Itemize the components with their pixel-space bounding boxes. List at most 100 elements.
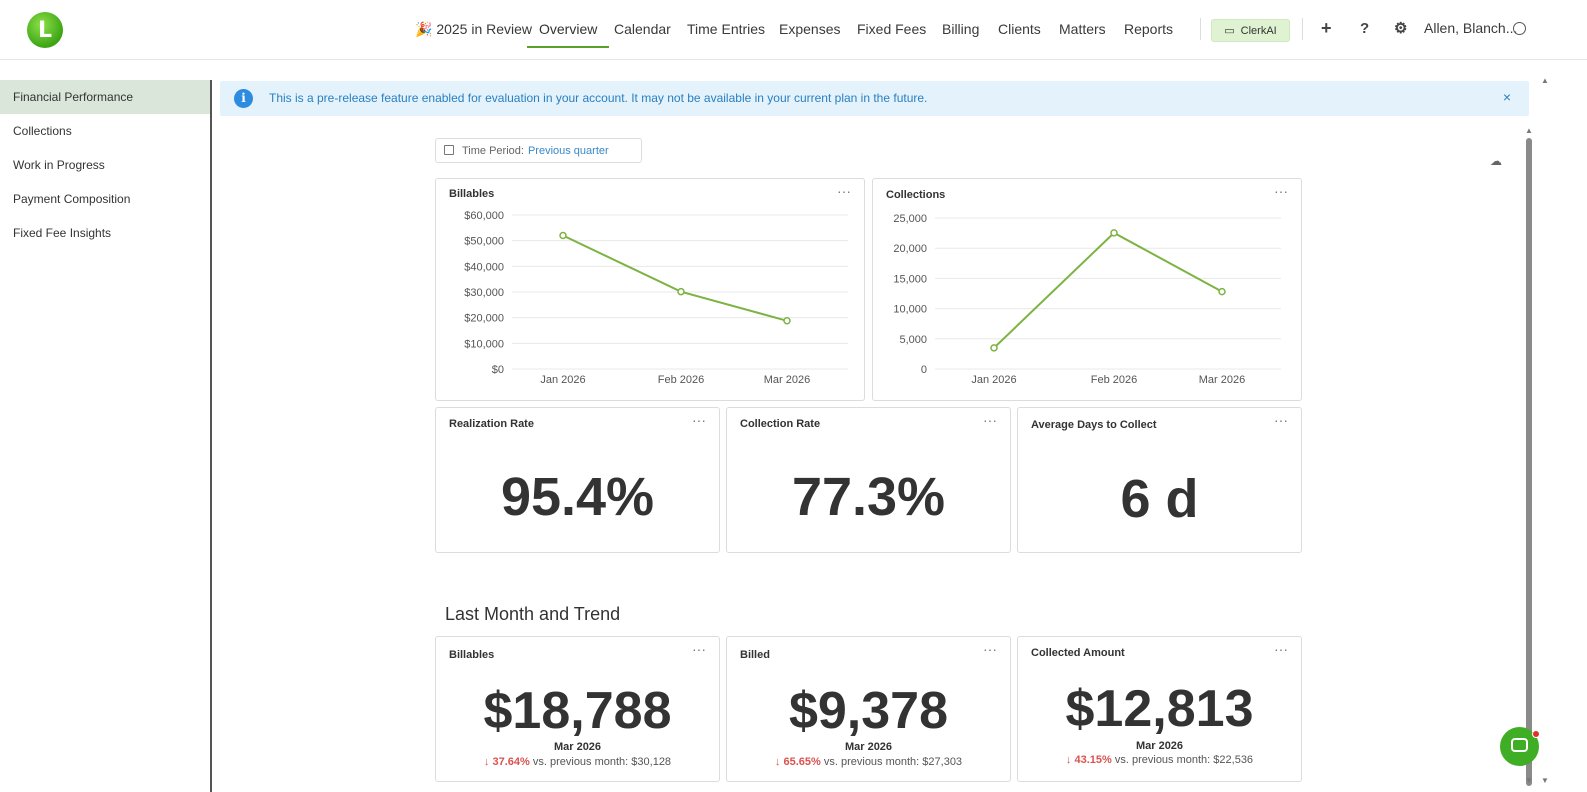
- nav-billing[interactable]: Billing: [942, 21, 980, 37]
- card-title: Collection Rate: [740, 418, 821, 430]
- scroll-down-icon[interactable]: ▼: [1525, 776, 1533, 785]
- more-options-icon[interactable]: ···: [1274, 641, 1288, 657]
- chat-icon: ▭: [1224, 25, 1235, 37]
- data-point[interactable]: [559, 231, 567, 240]
- trend-date: Mar 2026: [844, 741, 893, 753]
- x-tick-label: Feb 2026: [658, 374, 704, 386]
- series-line: [562, 234, 788, 322]
- trend-card-collected: Collected Amount ··· $12,813 Mar 2026 ↓ …: [1017, 636, 1302, 782]
- data-point[interactable]: [783, 317, 791, 325]
- x-tick-label: Feb 2026: [1091, 374, 1137, 386]
- y-tick-label: 25,000: [893, 213, 927, 225]
- scrollbar-thumb[interactable]: [1526, 138, 1532, 786]
- billables-line-chart: $60,000 $50,000 $40,000 $30,000 $20,000 $10,0…: [464, 210, 848, 386]
- sidebar-item-financial-performance[interactable]: Financial Performance: [0, 80, 210, 114]
- arrow-down-icon: ↓: [774, 756, 781, 768]
- nav-clients[interactable]: Clients: [998, 21, 1041, 37]
- card-title: Average Days to Collect: [1031, 419, 1157, 431]
- realization-rate-value: 95.4%: [500, 467, 655, 527]
- scroll-up-icon[interactable]: ▲: [1525, 126, 1533, 135]
- y-tick-label: $20,000: [464, 313, 504, 325]
- more-options-icon[interactable]: ···: [1274, 412, 1288, 428]
- notification-dot: [1532, 730, 1540, 738]
- y-tick-label: 15,000: [893, 273, 927, 285]
- data-point[interactable]: [990, 344, 998, 352]
- nav-calendar[interactable]: Calendar: [614, 21, 671, 37]
- trend-percent: 65.65%: [783, 756, 821, 768]
- sidebar-item-work-in-progress[interactable]: Work in Progress: [13, 158, 105, 172]
- data-point[interactable]: [1218, 287, 1226, 296]
- x-tick-label: Mar 2026: [1199, 374, 1245, 386]
- info-banner: i This is a pre-release feature enabled …: [220, 81, 1529, 116]
- time-period-label: Time Period:: [462, 144, 524, 157]
- average-days-card: Average Days to Collect ··· 6 d: [1017, 407, 1302, 553]
- more-options-icon[interactable]: ···: [837, 183, 851, 199]
- nav-time-entries[interactable]: Time Entries: [687, 21, 766, 37]
- trend-date: Mar 2026: [1135, 740, 1184, 752]
- logo[interactable]: L: [27, 12, 63, 48]
- more-options-icon[interactable]: ···: [692, 412, 706, 428]
- user-avatar-icon[interactable]: [1513, 22, 1526, 35]
- nav-fixed-fees[interactable]: Fixed Fees: [857, 21, 927, 37]
- cloud-download-icon[interactable]: ☁: [1490, 154, 1502, 168]
- y-tick-label: $30,000: [464, 287, 504, 299]
- clerkai-button[interactable]: ▭ ClerkAI: [1211, 19, 1290, 42]
- collections-line-chart: 25,000 20,000 15,000 10,000 5,000 0 Jan 2026 Fe…: [893, 213, 1281, 386]
- x-tick-label: Jan 2026: [971, 374, 1016, 386]
- scroll-down-icon[interactable]: ▼: [1541, 776, 1549, 785]
- trend-change: ↓ 65.65% vs. previous month: $27,303: [727, 756, 1010, 768]
- y-tick-label: $50,000: [464, 236, 504, 248]
- sidebar-item-payment-composition[interactable]: Payment Composition: [13, 192, 131, 206]
- collection-rate-card: Collection Rate ··· 77.3%: [726, 407, 1011, 553]
- y-tick-label: $60,000: [464, 210, 504, 222]
- card-title: Billables: [449, 649, 495, 661]
- y-tick-label: 5,000: [899, 334, 927, 346]
- more-options-icon[interactable]: ···: [983, 641, 997, 657]
- gear-icon[interactable]: ⚙: [1394, 20, 1408, 37]
- arrow-down-icon: ↓: [1065, 754, 1072, 766]
- y-tick-label: $40,000: [464, 261, 504, 273]
- time-period-selector[interactable]: Time Period: Previous quarter: [435, 138, 642, 163]
- more-options-icon[interactable]: ···: [692, 641, 706, 657]
- series-line: [993, 231, 1223, 349]
- nav-expenses[interactable]: Expenses: [779, 21, 841, 37]
- banner-text: This is a pre-release feature enabled fo…: [269, 91, 928, 105]
- x-tick-label: Mar 2026: [764, 374, 810, 386]
- help-icon[interactable]: ?: [1360, 20, 1370, 37]
- trend-value: $12,813: [1065, 680, 1254, 738]
- realization-rate-card: Realization Rate ··· 95.4%: [435, 407, 720, 553]
- nav-divider: [1200, 18, 1201, 40]
- nav-overview[interactable]: Overview: [527, 0, 610, 48]
- info-icon: i: [234, 89, 253, 108]
- top-navigation: L 🎉 2025 in Review Overview Calendar Tim…: [0, 0, 1587, 60]
- y-tick-label: $10,000: [464, 338, 504, 350]
- card-title: Billed: [740, 649, 770, 661]
- trend-card-billables: Billables ··· $18,788 Mar 2026 ↓ 37.64% …: [435, 636, 720, 782]
- sidebar-item-fixed-fee-insights[interactable]: Fixed Fee Insights: [13, 226, 112, 240]
- data-point[interactable]: [1110, 229, 1118, 237]
- sidebar: Financial Performance Collections Work i…: [0, 80, 212, 792]
- average-days-value: 6 d: [1120, 469, 1199, 529]
- trend-percent: 43.15%: [1074, 754, 1112, 766]
- nav-matters[interactable]: Matters: [1059, 21, 1106, 37]
- more-options-icon[interactable]: ···: [1274, 183, 1288, 199]
- trend-previous: vs. previous month: $30,128: [532, 756, 672, 768]
- nav-2025-review[interactable]: 🎉 2025 in Review: [415, 21, 533, 37]
- nav-divider: [1302, 18, 1303, 40]
- clerkai-label: ClerkAI: [1240, 24, 1277, 37]
- calendar-icon: [444, 145, 454, 155]
- trend-percent: 37.64%: [492, 756, 530, 768]
- trend-value: $9,378: [788, 682, 949, 740]
- user-menu[interactable]: Allen, Blanch...: [1424, 20, 1518, 36]
- close-icon[interactable]: ×: [1502, 89, 1511, 105]
- sidebar-item-collections[interactable]: Collections: [13, 124, 72, 138]
- trend-date: Mar 2026: [553, 741, 602, 753]
- trend-card-billed: Billed ··· $9,378 Mar 2026 ↓ 65.65% vs. …: [726, 636, 1011, 782]
- scroll-up-icon[interactable]: ▲: [1541, 76, 1549, 85]
- more-options-icon[interactable]: ···: [983, 412, 997, 428]
- y-tick-label: $0: [492, 364, 504, 376]
- plus-icon[interactable]: +: [1321, 18, 1332, 38]
- data-point[interactable]: [677, 287, 685, 296]
- nav-reports[interactable]: Reports: [1124, 21, 1174, 37]
- y-tick-label: 20,000: [893, 243, 927, 255]
